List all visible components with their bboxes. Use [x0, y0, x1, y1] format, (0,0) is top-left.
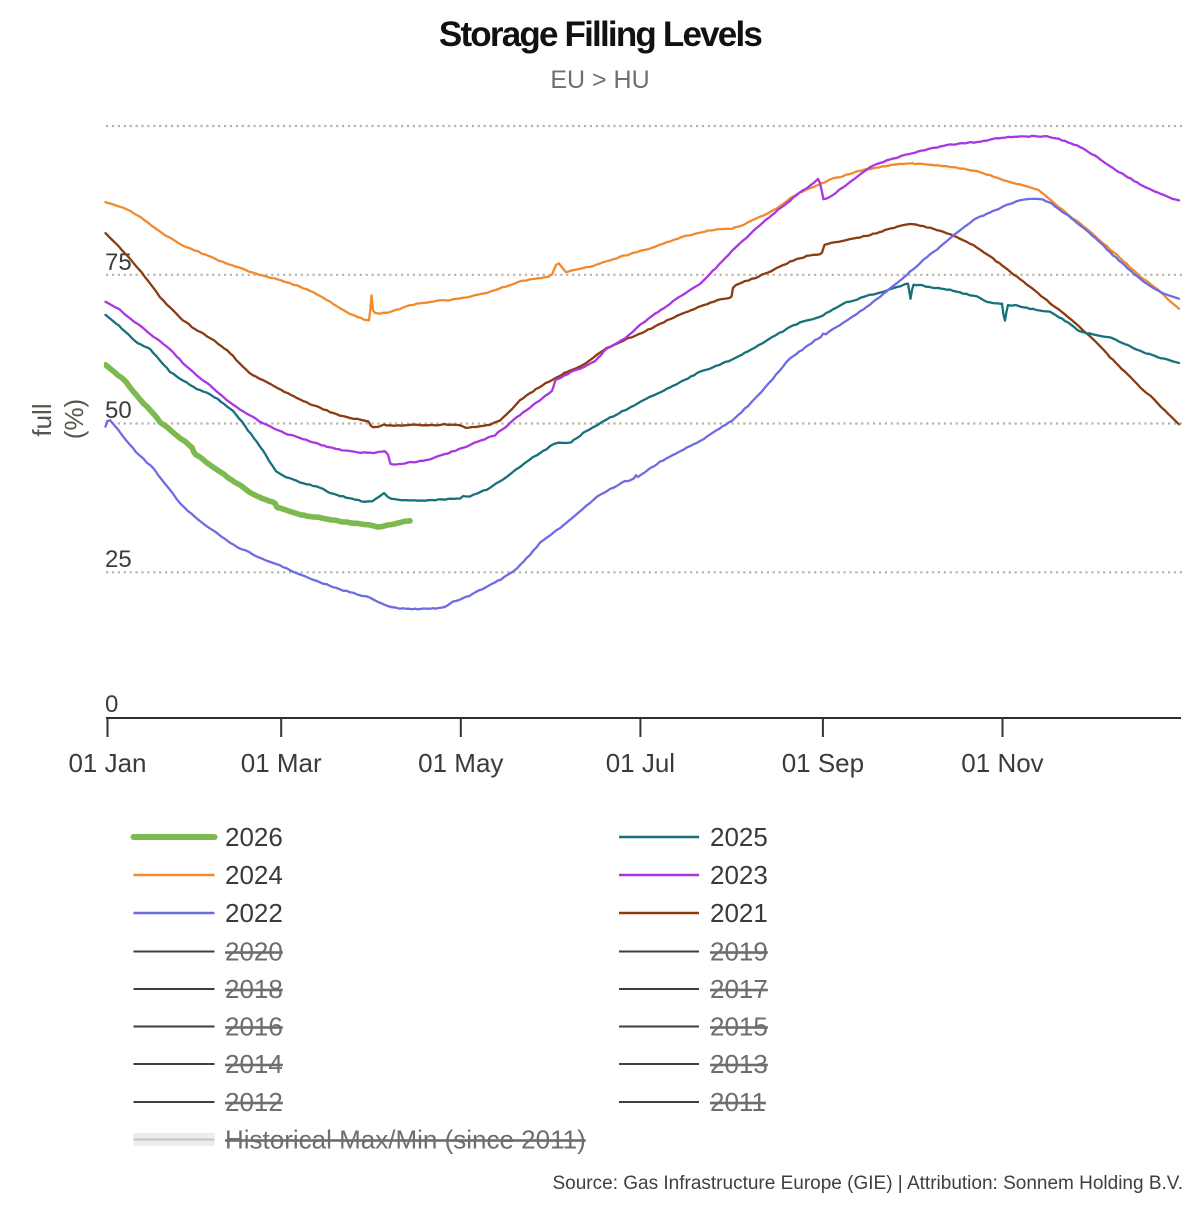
- svg-text:01 Nov: 01 Nov: [961, 748, 1043, 778]
- svg-text:01 Jan: 01 Jan: [68, 748, 146, 778]
- svg-text:2016: 2016: [225, 1012, 283, 1042]
- svg-text:2015: 2015: [710, 1012, 768, 1042]
- svg-text:2012: 2012: [225, 1087, 283, 1117]
- svg-text:2011: 2011: [710, 1087, 766, 1117]
- svg-text:2020: 2020: [225, 937, 283, 967]
- svg-text:2019: 2019: [710, 937, 768, 967]
- svg-text:Historical Max/Min (since 2011: Historical Max/Min (since 2011): [225, 1125, 586, 1155]
- svg-text:EU > HU: EU > HU: [550, 66, 649, 94]
- svg-text:75: 75: [105, 249, 132, 276]
- svg-text:0: 0: [105, 691, 118, 718]
- svg-text:(%): (%): [59, 399, 89, 439]
- svg-text:01 May: 01 May: [418, 748, 503, 778]
- svg-text:2025: 2025: [710, 822, 768, 852]
- svg-text:2026: 2026: [225, 822, 283, 852]
- svg-text:2013: 2013: [710, 1049, 768, 1079]
- svg-text:2021: 2021: [710, 898, 768, 928]
- svg-text:2018: 2018: [225, 974, 283, 1004]
- svg-text:Storage Filling Levels: Storage Filling Levels: [439, 15, 762, 54]
- svg-text:01 Jul: 01 Jul: [606, 748, 675, 778]
- svg-text:2014: 2014: [225, 1049, 283, 1079]
- svg-text:2023: 2023: [710, 860, 768, 890]
- svg-text:Source: Gas Infrastructure Eur: Source: Gas Infrastructure Europe (GIE) …: [553, 1173, 1184, 1194]
- svg-text:2024: 2024: [225, 860, 283, 890]
- svg-text:2022: 2022: [225, 898, 283, 928]
- svg-text:full: full: [27, 403, 57, 436]
- svg-text:01 Sep: 01 Sep: [782, 748, 864, 778]
- svg-text:2017: 2017: [710, 974, 768, 1004]
- svg-text:01 Mar: 01 Mar: [241, 748, 322, 778]
- svg-text:25: 25: [105, 546, 132, 573]
